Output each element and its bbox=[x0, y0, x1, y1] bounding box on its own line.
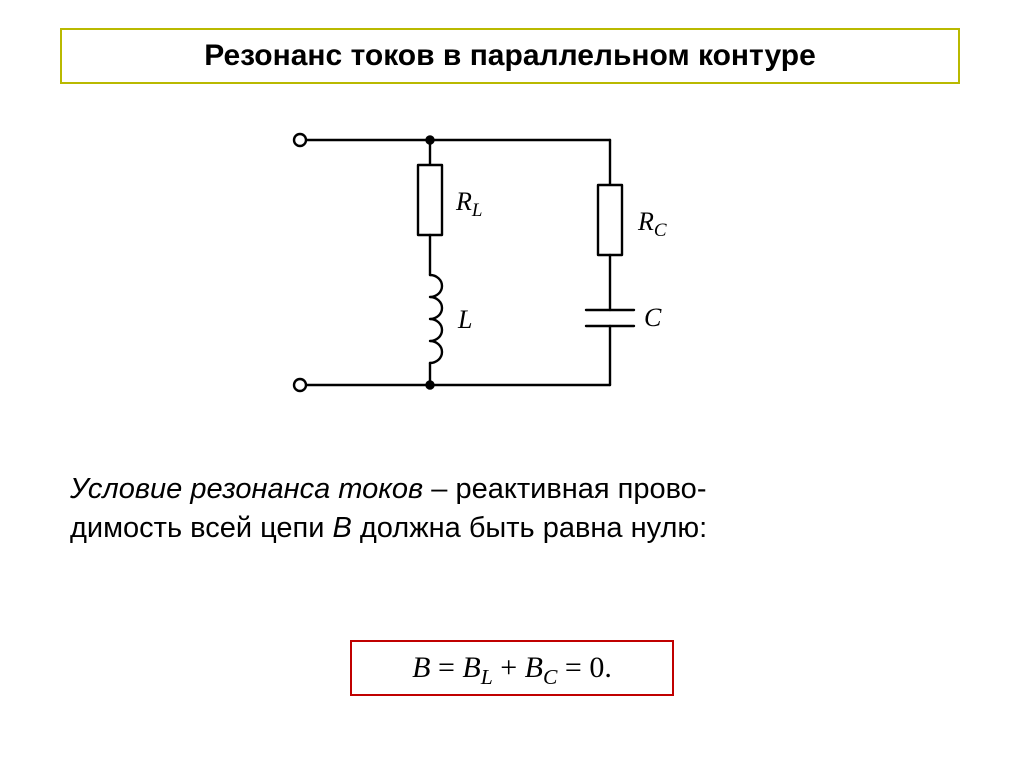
label-C: C bbox=[644, 303, 662, 332]
slide-title-box: Резонанс токов в параллельном контуре bbox=[60, 28, 960, 84]
body-text: Условие резонанса токов – реактивная про… bbox=[70, 470, 954, 548]
label-RC: RC bbox=[637, 207, 667, 241]
f-BC: B bbox=[525, 651, 543, 684]
body-line-2: димость всей цепи B должна быть равна ну… bbox=[70, 509, 954, 548]
f-BL: B bbox=[462, 651, 480, 684]
f-eq1: = bbox=[430, 651, 462, 684]
body-dash: – bbox=[423, 473, 455, 505]
body-emphasis: Условие резонанса токов bbox=[70, 473, 423, 505]
formula-box: B = BL + BC = 0. bbox=[350, 640, 674, 696]
body-line2b: должна быть равна нулю: bbox=[352, 512, 707, 544]
body-rest1: реактивная прово- bbox=[455, 473, 706, 505]
f-plus: + bbox=[493, 651, 525, 684]
slide-title-text: Резонанс токов в параллельном контуре bbox=[204, 39, 816, 72]
body-var-B: B bbox=[332, 512, 351, 544]
f-eq2: = bbox=[557, 651, 589, 684]
body-line-1: Условие резонанса токов – реактивная про… bbox=[70, 470, 954, 509]
label-RL: RL bbox=[455, 187, 482, 221]
f-zero: 0. bbox=[589, 651, 612, 684]
circuit-diagram: RL L RC C bbox=[280, 110, 710, 420]
f-B: B bbox=[412, 651, 430, 684]
label-L: L bbox=[457, 305, 472, 334]
body-line2a: димость всей цепи bbox=[70, 512, 332, 544]
f-BLsub: L bbox=[481, 665, 493, 689]
f-BCsub: C bbox=[543, 665, 557, 689]
